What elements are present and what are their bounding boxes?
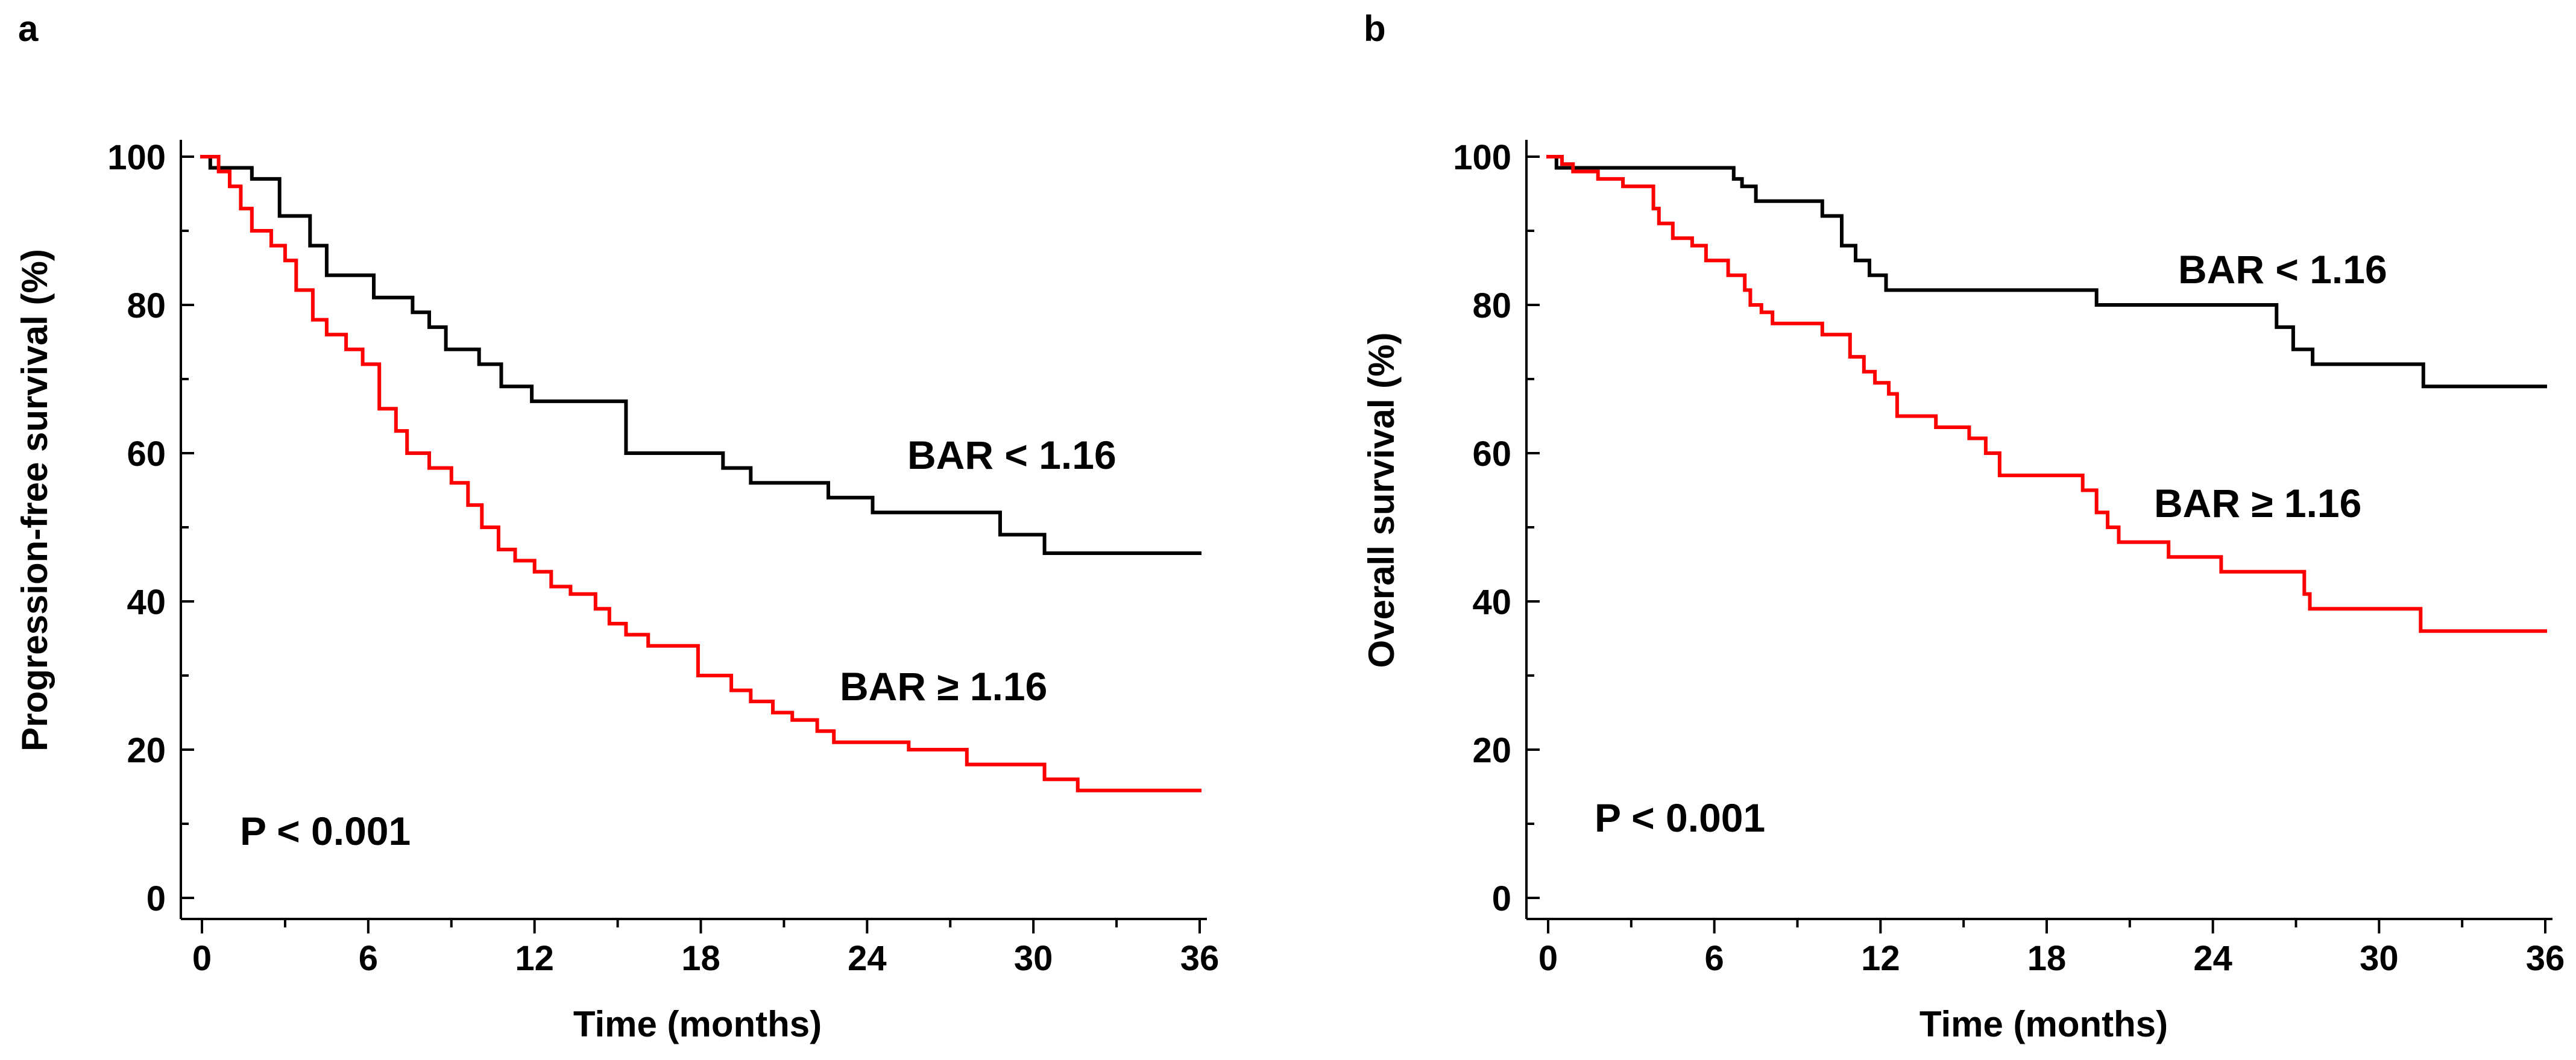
panel-label-a: a [18,8,39,49]
x-tick-label-a: 36 [1180,939,1220,978]
y-tick-label-b: 40 [1472,583,1511,622]
panel-a: a 0 20 40 60 80 100 0 6 12 18 24 30 36 Progression-f… [14,8,1219,1044]
curves-a [200,155,1201,792]
axes-a: 0 20 40 60 80 100 0 6 12 18 24 30 36 [107,138,1219,978]
y-tick-label-b: 0 [1492,879,1511,918]
axes-b: 0 20 40 60 80 100 0 6 12 18 24 30 36 [1453,138,2565,978]
x-tick-label-a: 6 [359,939,378,978]
series-label-bar-low-b: BAR < 1.16 [2178,247,2387,292]
y-tick-label-b: 60 [1472,434,1511,474]
curves-b [1546,155,2547,633]
p-value-a: P < 0.001 [240,809,411,853]
x-tick-label-b: 0 [1538,939,1558,978]
x-tick-label-b: 36 [2526,939,2565,978]
y-tick-label-b: 20 [1472,731,1511,770]
panel-b: b 0 20 40 60 80 100 0 6 12 18 24 30 36 Overall survi… [1361,8,2565,1044]
x-axis-label-a: Time (months) [573,1004,822,1044]
x-tick-label-b: 24 [2193,939,2232,978]
x-tick-label-b: 6 [1705,939,1724,978]
x-tick-label-b: 12 [1861,939,1900,978]
y-tick-label-b: 80 [1472,286,1511,325]
y-axis-label-b: Overall survival (%) [1361,333,1402,668]
x-tick-label-a: 30 [1014,939,1053,978]
x-tick-label-a: 0 [192,939,212,978]
y-tick-label-a: 60 [127,434,166,474]
y-tick-label-a: 20 [127,731,166,770]
y-tick-label-b: 100 [1453,138,1511,177]
x-tick-label-a: 24 [848,939,887,978]
x-tick-label-b: 18 [2027,939,2067,978]
x-tick-label-a: 12 [515,939,554,978]
x-tick-label-a: 18 [681,939,720,978]
series-label-bar-high-b: BAR ≥ 1.16 [2154,481,2361,525]
x-tick-label-b: 30 [2360,939,2399,978]
y-tick-label-a: 0 [146,879,166,918]
survival-curve-bar-low-b [1546,155,2547,389]
panel-label-b: b [1364,8,1386,49]
p-value-b: P < 0.001 [1595,795,1765,840]
x-axis-label-b: Time (months) [1919,1004,2168,1044]
series-label-bar-high-a: BAR ≥ 1.16 [840,664,1047,709]
survival-curve-bar-high-b [1546,155,2547,633]
y-tick-label-a: 40 [127,583,166,622]
series-label-bar-low-a: BAR < 1.16 [907,433,1116,477]
survival-curve-bar-low-a [200,155,1201,555]
survival-curve-bar-high-a [200,155,1201,792]
y-tick-label-a: 80 [127,286,166,325]
y-axis-label-a: Progression-free survival (%) [14,249,55,751]
y-tick-label-a: 100 [107,138,166,177]
